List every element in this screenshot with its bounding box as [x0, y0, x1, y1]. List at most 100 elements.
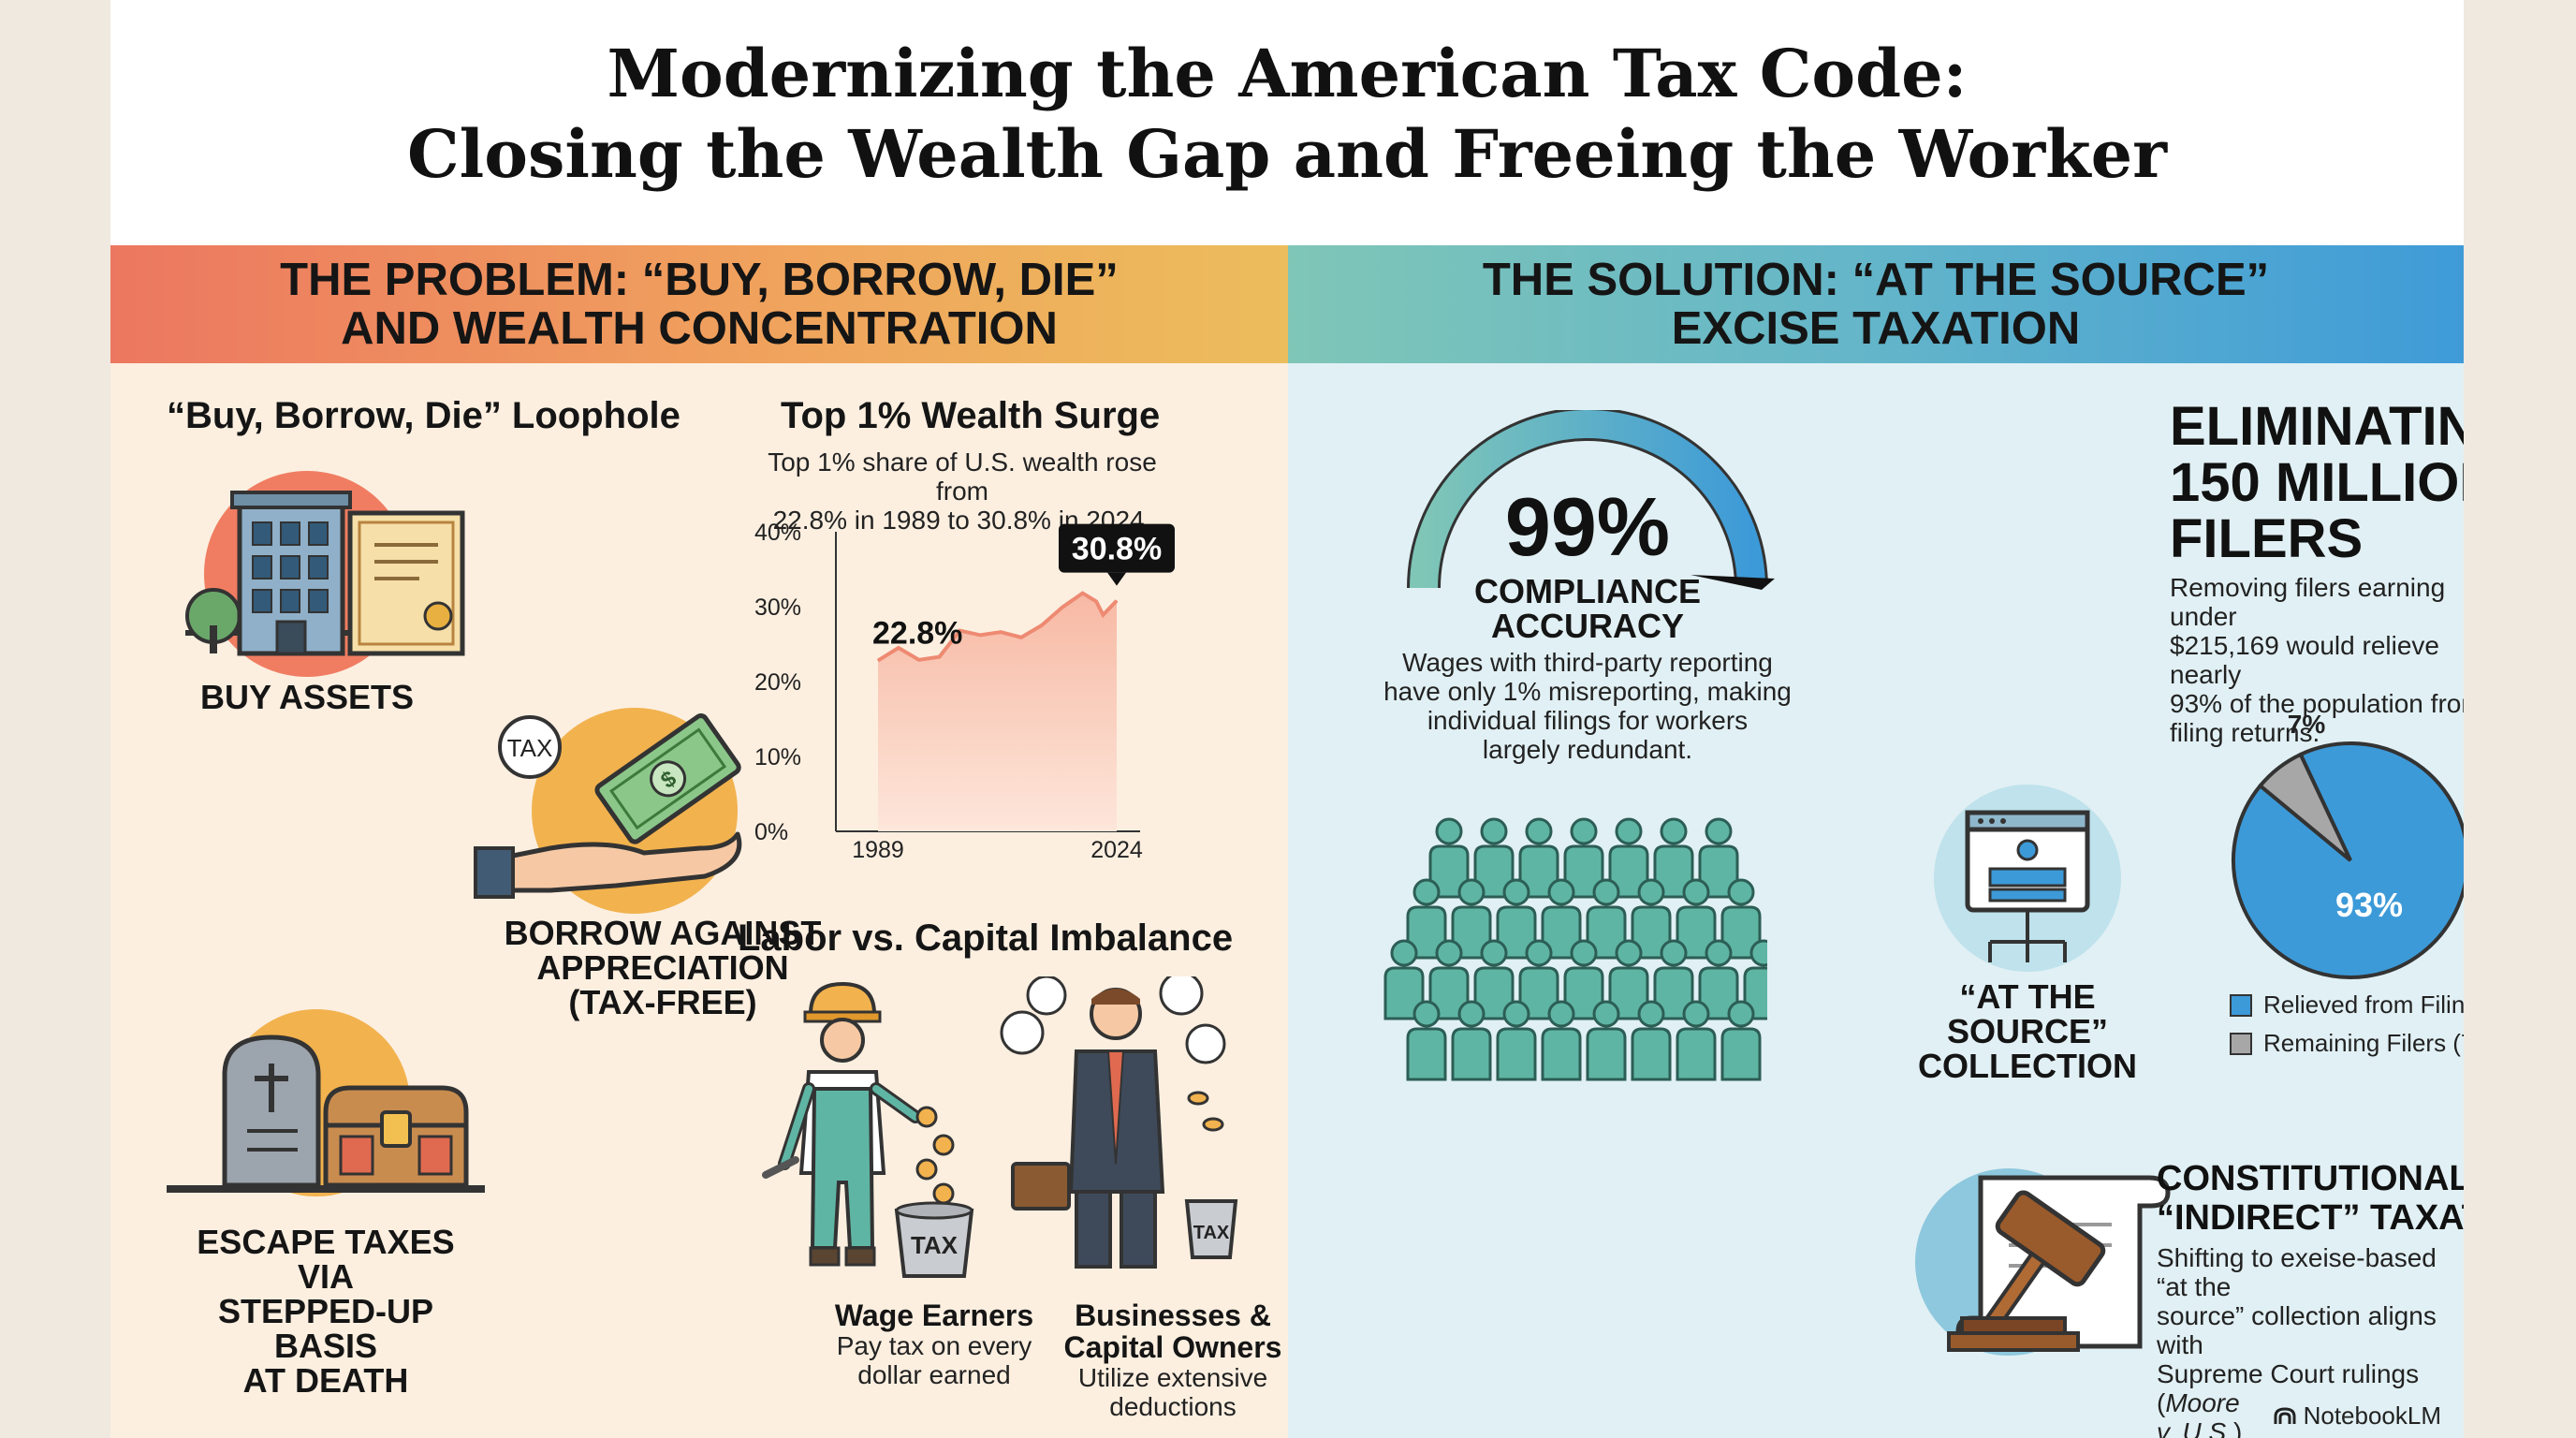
person-icon	[1518, 939, 1559, 1020]
data-point	[898, 647, 900, 649]
end-value-label: 30.8%	[1072, 532, 1162, 567]
filers-pie-chart: 93%	[2232, 741, 2464, 979]
gauge-needle	[1690, 575, 1775, 590]
problem-header-line-1: THE PROBLEM: “BUY, BORROW, DIE”	[280, 255, 1119, 305]
person-icon	[1428, 817, 1470, 899]
crowd-of-filers-icon	[1383, 817, 1767, 1081]
person-icon	[1653, 817, 1694, 899]
person-icon	[1496, 878, 1537, 960]
gavel-scroll-icon	[1915, 1168, 2171, 1356]
person-icon	[1698, 939, 1739, 1020]
person-icon	[1428, 939, 1470, 1020]
person-icon	[1451, 878, 1492, 960]
step-escape: ESCAPE TAXES VIA STEPPED-UP BASIS AT DEA…	[197, 1223, 455, 1400]
step-borrow: BORROW AGAINST APPRECIATION (TAX-FREE)	[504, 914, 822, 1021]
person-icon	[1676, 1000, 1717, 1081]
data-point	[939, 656, 941, 658]
legend-swatch-remaining	[2230, 1032, 2252, 1055]
data-point	[1020, 637, 1022, 638]
legend-item-relieved: Relieved from Filing (93%)	[2230, 990, 2464, 1020]
infographic-sheet: Modernizing the American Tax Code: Closi…	[110, 0, 2464, 1438]
page-title: Modernizing the American Tax Code: Closi…	[110, 34, 2464, 195]
constitutional-desc: Shifting to exeise-based “at the source”…	[2157, 1243, 2437, 1438]
series-line	[876, 591, 1119, 663]
worker-tax-bucket-label: TAX	[911, 1231, 959, 1259]
notebooklm-watermark: NotebookLM	[2274, 1401, 2441, 1431]
y-tick-label: 20%	[754, 669, 801, 696]
compliance-value: 99%	[1504, 480, 1671, 573]
source-collection-icon	[1934, 785, 2121, 972]
data-point	[1000, 631, 1002, 633]
solution-header: THE SOLUTION: “AT THE SOURCE” EXCISE TAX…	[1288, 245, 2464, 363]
person-icon	[1541, 878, 1582, 960]
compliance-gauge	[1407, 410, 1775, 590]
person-icon	[1586, 878, 1627, 960]
pie-label-relieved: 93%	[2335, 886, 2403, 924]
data-point	[918, 659, 920, 661]
person-icon	[1608, 939, 1649, 1020]
end-value-callout	[1059, 523, 1175, 573]
data-point	[1061, 607, 1063, 609]
x-tick-label-end: 2024	[1090, 837, 1143, 859]
person-icon	[1541, 1000, 1582, 1081]
source-collection-label: “AT THE SOURCE” COLLECTION	[1918, 977, 2137, 1085]
data-point	[1041, 624, 1043, 626]
businessman-icon: TAX	[1000, 976, 1238, 1269]
person-icon	[1698, 817, 1739, 899]
y-tick-label: 0%	[754, 819, 788, 845]
data-point	[1082, 593, 1084, 594]
pie-legend: Relieved from Filing (93%) Remaining Fil…	[2230, 990, 2464, 1058]
data-point	[959, 630, 960, 632]
wealth-area-chart: 40% 30% 20% 10% 0% 1989 2024 22.8% 30.8%	[754, 520, 1175, 859]
y-tick-label: 10%	[754, 744, 801, 770]
person-icon	[1383, 939, 1425, 1020]
person-icon	[1563, 939, 1604, 1020]
compliance-desc: Wages with third-party reporting have on…	[1383, 648, 1792, 764]
x-tick-label-start: 1989	[852, 837, 904, 859]
filers-desc: Removing filers earning under $215,169 w…	[2170, 573, 2464, 747]
person-icon	[1720, 1000, 1762, 1081]
problem-header: THE PROBLEM: “BUY, BORROW, DIE” AND WEAL…	[110, 245, 1288, 363]
wealth-chart-desc: Top 1% share of U.S. wealth rose from 22…	[768, 448, 1157, 535]
person-icon	[1608, 817, 1649, 899]
area-fill	[878, 593, 1117, 831]
gauge-arc	[1410, 410, 1765, 589]
person-icon	[1473, 817, 1515, 899]
pie-label-remaining: 7%	[2287, 710, 2326, 739]
person-icon	[1406, 878, 1447, 960]
person-icon	[1586, 1000, 1627, 1081]
wage-earners-block: Wage Earners Pay tax on every dollar ear…	[834, 1299, 1034, 1389]
start-value-label: 22.8%	[872, 616, 962, 652]
title-line-1: Modernizing the American Tax Code:	[607, 35, 1968, 112]
title-line-2: Closing the Wealth Gap and Freeing the W…	[406, 115, 2168, 193]
person-icon	[1676, 878, 1717, 960]
capital-owners-block: Businesses & Capital Owners Utilize exte…	[1063, 1299, 1282, 1421]
pie-slice-remaining	[2257, 752, 2352, 862]
person-icon	[1473, 939, 1515, 1020]
end-callout-pointer	[1107, 572, 1126, 586]
data-point	[1116, 600, 1118, 602]
money-hand-icon: TAX $	[474, 708, 742, 914]
notebooklm-logo-icon	[2274, 1406, 2296, 1424]
owner-tax-bucket-label: TAX	[1193, 1223, 1230, 1243]
problem-header-line-2: AND WEALTH CONCENTRATION	[341, 303, 1058, 354]
y-tick-label: 30%	[754, 594, 801, 621]
person-icon	[1720, 878, 1762, 960]
person-icon	[1653, 939, 1694, 1020]
person-icon	[1518, 817, 1559, 899]
problem-panel: “Buy, Borrow, Die” Loophole BUY ASSETS	[110, 363, 1288, 1438]
data-point	[1095, 600, 1097, 602]
legend-item-remaining: Remaining Filers (7%)	[2230, 1029, 2464, 1058]
data-point	[877, 660, 879, 662]
person-icon	[1563, 817, 1604, 899]
person-icon	[1631, 1000, 1672, 1081]
step-buy-assets: BUY ASSETS	[199, 678, 415, 716]
person-icon	[1631, 878, 1672, 960]
solution-panel: 99% COMPLIANCE ACCURACY Wages with third…	[1288, 363, 2464, 1438]
tombstone-chest-icon	[167, 1009, 485, 1196]
y-tick-label: 40%	[754, 520, 801, 546]
person-icon	[1496, 1000, 1537, 1081]
legend-swatch-relieved	[2230, 993, 2252, 1017]
person-icon	[1406, 1000, 1447, 1081]
person-icon	[1451, 1000, 1492, 1081]
